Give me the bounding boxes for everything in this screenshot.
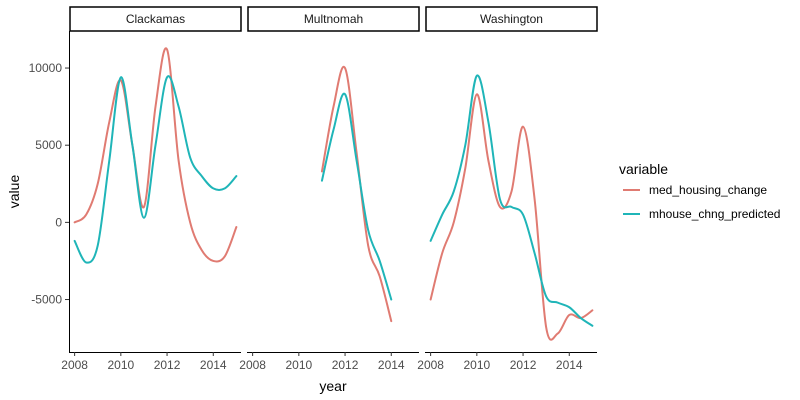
facet-strip-label: Clackamas: [126, 12, 185, 26]
x-tick-label: 2014: [200, 358, 227, 372]
legend-label: mhouse_chng_predicted: [649, 207, 780, 221]
x-tick-label: 2008: [239, 358, 266, 372]
facet-multnomah: Multnomah: [247, 6, 420, 323]
facet-strip-label: Multnomah: [304, 12, 363, 26]
facet-panels: Clackamas Multnomah Washington: [69, 6, 598, 341]
x-tick-label: 2010: [463, 358, 490, 372]
facet-strip: [247, 6, 420, 32]
x-tick-label: 2008: [417, 358, 444, 372]
facet-strip-label: Washington: [480, 12, 543, 26]
y-tick-label: 5000: [35, 138, 62, 152]
y-tick-label: -5000: [31, 293, 62, 307]
series-line-med-housing-change: [73, 47, 238, 263]
x-tick-label: 2012: [154, 358, 181, 372]
facet-clackamas: Clackamas: [69, 6, 242, 264]
facet-strip: [69, 6, 242, 32]
x-tick-label: 2014: [556, 358, 583, 372]
x-tick-label: 2010: [285, 358, 312, 372]
legend-label: med_housing_change: [649, 183, 767, 197]
series-line-med-housing-change: [320, 65, 393, 323]
x-axes: 2008 2010 2012 2014 2008 2010 2012 2014 2008 2010…: [61, 352, 597, 372]
y-axis: -5000 0 5000 10000: [29, 31, 70, 353]
y-axis-title: value: [6, 175, 22, 209]
series-line-mhouse-chng-predicted: [429, 74, 594, 327]
x-tick-label: 2012: [332, 358, 359, 372]
x-tick-label: 2010: [107, 358, 134, 372]
series-line-mhouse-chng-predicted: [320, 92, 393, 301]
y-tick-label: 0: [55, 215, 62, 229]
series-line-med-housing-change: [429, 93, 594, 341]
y-tick-label: 10000: [29, 61, 63, 75]
legend-title: variable: [619, 161, 668, 177]
x-tick-label: 2014: [378, 358, 405, 372]
series-line-mhouse-chng-predicted: [73, 75, 238, 264]
legend: variable med_housing_change mhouse_chng_p…: [619, 161, 780, 221]
x-tick-label: 2012: [510, 358, 537, 372]
x-tick-label: 2008: [61, 358, 88, 372]
x-axis-title: year: [319, 378, 347, 394]
facet-washington: Washington: [425, 6, 598, 341]
facet-strip: [425, 6, 598, 32]
